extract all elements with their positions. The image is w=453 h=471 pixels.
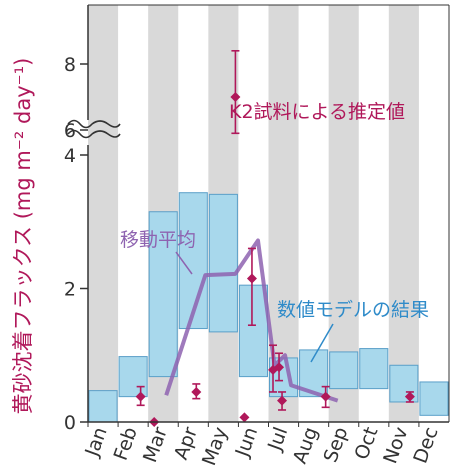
k2-point-9 — [320, 391, 331, 402]
k2-point-4 — [239, 412, 250, 423]
x-tick-label-aug: Aug — [289, 424, 322, 466]
k2-point-7 — [274, 362, 285, 373]
moving-average-line — [164, 238, 339, 403]
moving-average-pointer-line — [175, 251, 193, 275]
x-tick-label-nov: Nov — [379, 424, 412, 466]
k2-point-0 — [135, 391, 146, 402]
model-box-mar — [148, 211, 178, 378]
stripe-jan — [88, 5, 119, 422]
x-tick-label-may: May — [198, 424, 232, 468]
model-box-jul — [269, 357, 299, 398]
x-tick-label-apr: Apr — [170, 424, 202, 463]
k2-point-10 — [404, 391, 415, 402]
axis-break-mark — [67, 119, 121, 139]
x-tick-label-feb: Feb — [110, 424, 142, 463]
model-box-oct — [359, 348, 389, 390]
model-box-dec — [419, 381, 449, 416]
model-box-jun — [238, 284, 269, 378]
x-tick-label-mar: Mar — [139, 424, 172, 465]
y-tick-labels: 0 2 4 6 8 — [64, 54, 88, 434]
model-box-feb — [118, 356, 148, 398]
k2-estimate-points — [135, 92, 415, 427]
model-box-may — [208, 193, 238, 333]
y-tick-label-4: 4 — [64, 145, 76, 167]
model-box-jan — [88, 390, 118, 423]
model-pointer-line — [310, 323, 334, 363]
k2-point-2 — [191, 386, 202, 397]
annotations: K2試料による推定値 移動平均 数値モデルの結果 — [120, 101, 429, 363]
k2-point-3 — [230, 92, 241, 102]
stripe-nov — [388, 5, 419, 422]
x-tick-label-dec: Dec — [409, 424, 442, 466]
x-tick-label-oct: Oct — [351, 424, 383, 462]
y-tick-label-8: 8 — [64, 54, 76, 76]
x-tick-label-jul: Jul — [263, 424, 292, 454]
y-tick-label-6: 6 — [64, 120, 76, 142]
moving-average-series — [164, 238, 339, 403]
x-tick-label-jan: Jan — [81, 424, 112, 460]
model-box-sep — [329, 351, 359, 390]
moving-average-annotation-label: 移動平均 — [120, 229, 196, 251]
y-tick-label-2: 2 — [64, 279, 76, 301]
k2-point-5 — [246, 273, 257, 284]
k2-point-8 — [277, 395, 288, 406]
x-tick-label-sep: Sep — [319, 424, 352, 465]
y-tick-label-0: 0 — [64, 412, 76, 434]
k2-annotation-label: K2試料による推定値 — [229, 101, 405, 123]
y-axis-label: 黄砂沈着フラックス (mg m⁻² day⁻¹) — [11, 58, 35, 415]
model-annotation-label: 数値モデルの結果 — [277, 299, 429, 321]
model-result-boxes — [88, 192, 449, 423]
x-tick-label-jun: Jun — [231, 424, 262, 460]
